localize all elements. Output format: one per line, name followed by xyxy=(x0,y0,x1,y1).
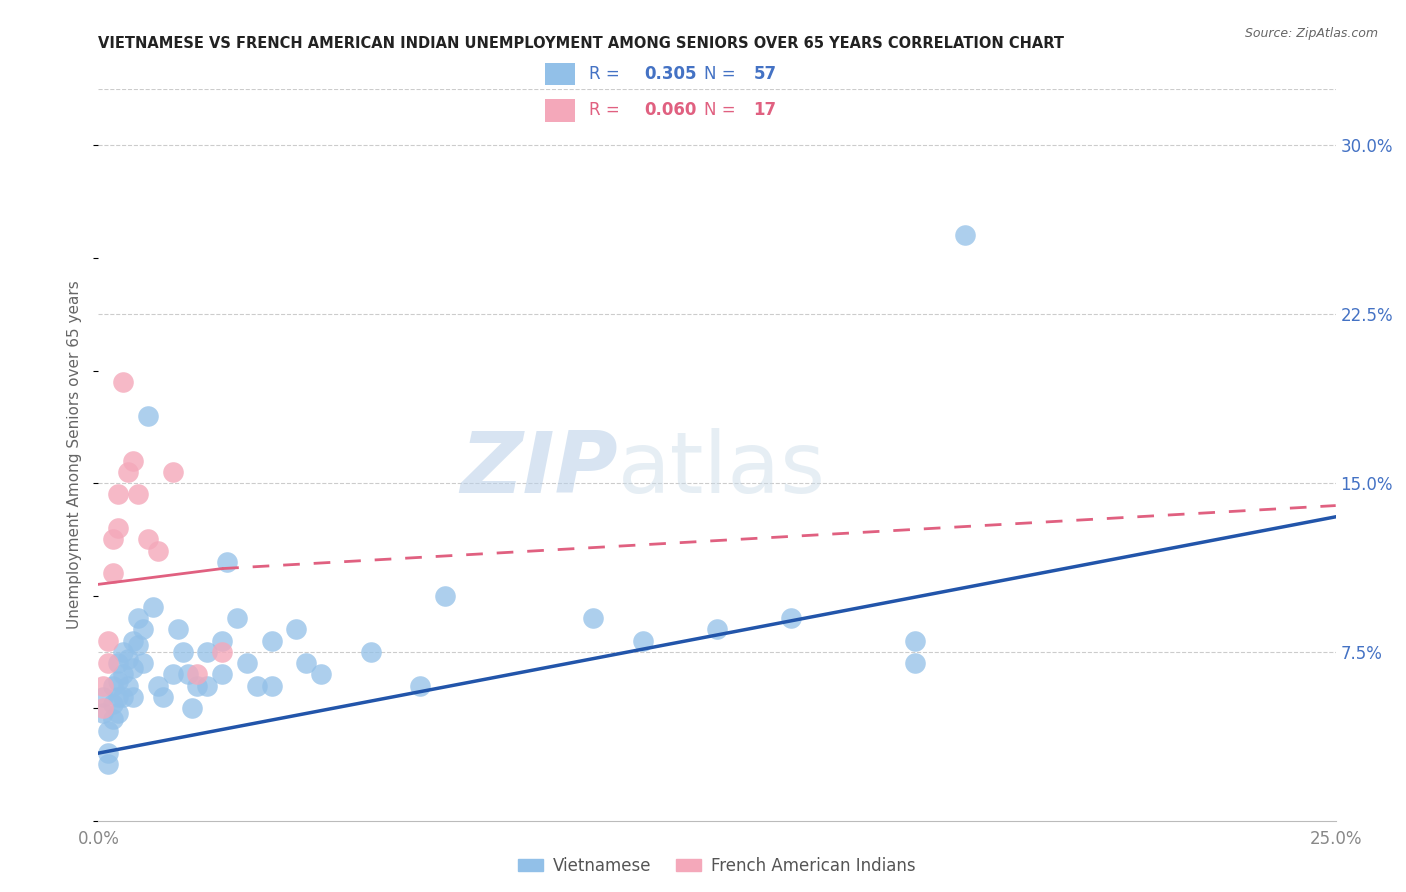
FancyBboxPatch shape xyxy=(546,62,575,86)
Point xyxy=(127,611,149,625)
Point xyxy=(93,690,115,704)
Point xyxy=(162,667,184,681)
Point xyxy=(97,633,120,648)
Point xyxy=(93,706,115,720)
Point xyxy=(127,487,149,501)
Point xyxy=(117,651,139,665)
Point xyxy=(780,611,803,625)
Text: N =: N = xyxy=(704,65,741,83)
Text: 0.305: 0.305 xyxy=(644,65,696,83)
Text: 57: 57 xyxy=(754,65,776,83)
Point xyxy=(309,667,332,681)
Point xyxy=(93,679,115,693)
Text: R =: R = xyxy=(589,65,626,83)
Point xyxy=(582,611,605,625)
Point xyxy=(195,645,218,659)
Point xyxy=(132,623,155,637)
Point xyxy=(93,701,115,715)
Legend: Vietnamese, French American Indians: Vietnamese, French American Indians xyxy=(512,850,922,882)
Point xyxy=(103,533,125,547)
Point xyxy=(103,697,125,711)
Text: R =: R = xyxy=(589,101,626,119)
Text: 0.060: 0.060 xyxy=(644,101,696,119)
Point xyxy=(107,656,129,670)
Point xyxy=(433,589,456,603)
Point xyxy=(107,487,129,501)
Text: atlas: atlas xyxy=(619,428,827,511)
Point xyxy=(112,667,135,681)
Point xyxy=(631,633,654,648)
Point xyxy=(162,465,184,479)
Point xyxy=(142,599,165,614)
Point xyxy=(122,660,145,674)
Point xyxy=(152,690,174,704)
Point xyxy=(103,712,125,726)
Point xyxy=(181,701,204,715)
Point xyxy=(211,667,233,681)
Point xyxy=(136,409,159,423)
Text: ZIP: ZIP xyxy=(460,428,619,511)
Point xyxy=(186,667,208,681)
Text: N =: N = xyxy=(704,101,741,119)
Point xyxy=(260,633,283,648)
Point xyxy=(186,679,208,693)
Y-axis label: Unemployment Among Seniors over 65 years: Unemployment Among Seniors over 65 years xyxy=(67,281,83,629)
Point xyxy=(409,679,432,693)
Point xyxy=(246,679,269,693)
Point xyxy=(103,566,125,580)
Point xyxy=(706,623,728,637)
Point xyxy=(260,679,283,693)
Text: Source: ZipAtlas.com: Source: ZipAtlas.com xyxy=(1244,27,1378,40)
Point xyxy=(107,706,129,720)
Point xyxy=(112,690,135,704)
Point xyxy=(103,679,125,693)
Point xyxy=(195,679,218,693)
Point xyxy=(117,465,139,479)
Point xyxy=(176,667,198,681)
Point xyxy=(122,633,145,648)
Point xyxy=(132,656,155,670)
Point xyxy=(285,623,308,637)
Point xyxy=(122,453,145,467)
FancyBboxPatch shape xyxy=(546,99,575,122)
Point xyxy=(226,611,249,625)
Point xyxy=(217,555,239,569)
Point xyxy=(97,746,120,760)
Point xyxy=(295,656,318,670)
Point xyxy=(107,521,129,535)
Point xyxy=(360,645,382,659)
Point xyxy=(146,543,169,558)
Point xyxy=(136,533,159,547)
Point xyxy=(97,757,120,772)
Text: VIETNAMESE VS FRENCH AMERICAN INDIAN UNEMPLOYMENT AMONG SENIORS OVER 65 YEARS CO: VIETNAMESE VS FRENCH AMERICAN INDIAN UNE… xyxy=(98,36,1064,51)
Point xyxy=(107,690,129,704)
Point xyxy=(166,623,188,637)
Text: 17: 17 xyxy=(754,101,776,119)
Point xyxy=(97,723,120,738)
Point xyxy=(107,674,129,689)
Point xyxy=(211,645,233,659)
Point xyxy=(236,656,259,670)
Point xyxy=(117,679,139,693)
Point xyxy=(904,633,927,648)
Point xyxy=(97,656,120,670)
Point xyxy=(112,645,135,659)
Point xyxy=(146,679,169,693)
Point xyxy=(211,633,233,648)
Point xyxy=(127,638,149,652)
Point xyxy=(112,375,135,389)
Point xyxy=(953,228,976,243)
Point xyxy=(122,690,145,704)
Point xyxy=(172,645,194,659)
Point xyxy=(904,656,927,670)
